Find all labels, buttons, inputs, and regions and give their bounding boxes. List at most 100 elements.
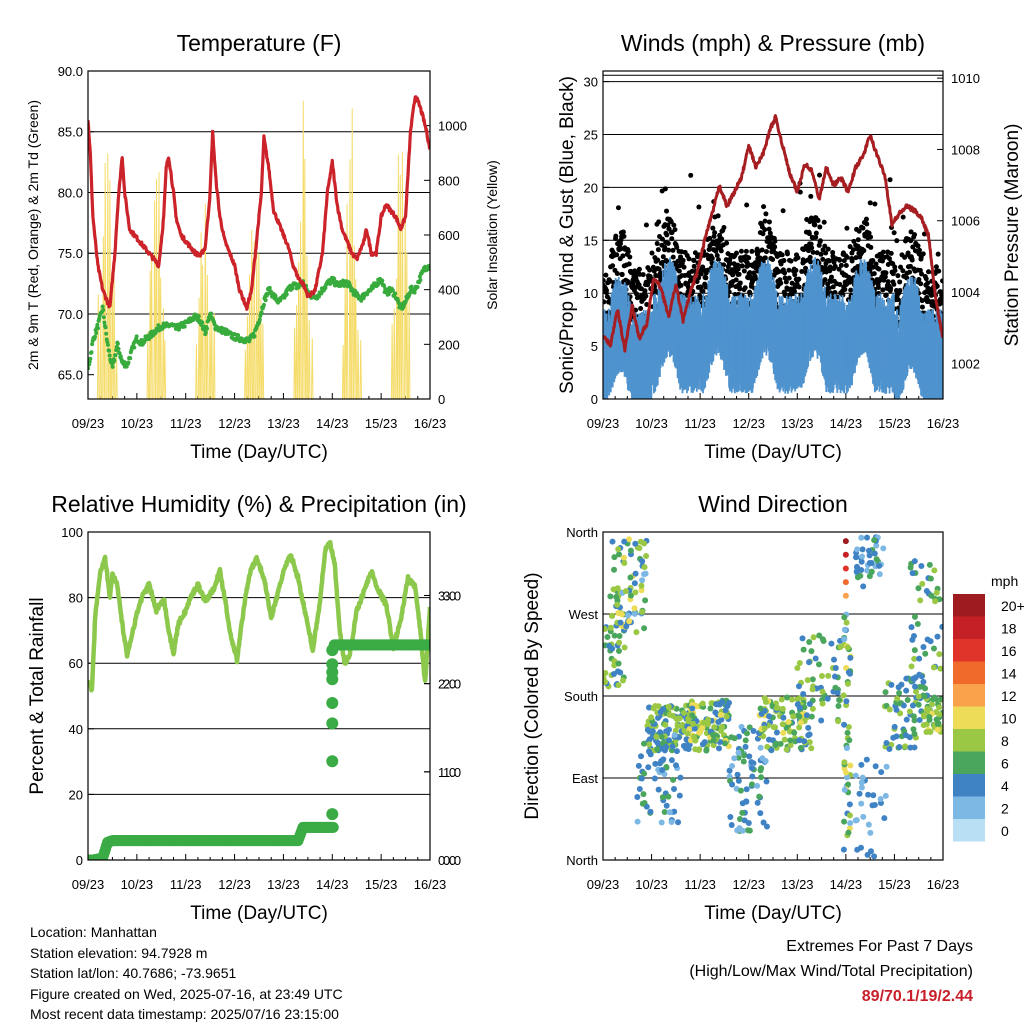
solar-insolation-spike (306, 255, 307, 399)
direction-dot (864, 535, 870, 541)
gust-dot (753, 276, 758, 281)
direction-dot (664, 803, 670, 809)
humidity-line (88, 542, 430, 690)
gust-dot (746, 255, 751, 260)
direction-dot (652, 776, 658, 782)
gust-dot (772, 239, 777, 244)
x-tick-label: 13/23 (781, 416, 814, 431)
x-tick-label: 10/23 (121, 877, 154, 892)
gust-dot (744, 202, 749, 207)
plot-area (601, 116, 946, 399)
direction-dot (660, 794, 666, 800)
gust-dot (637, 267, 642, 272)
solar-insolation-spike (202, 265, 203, 399)
direction-dot (727, 814, 733, 820)
dewpoint-dot (332, 277, 336, 281)
direction-dot (801, 647, 807, 653)
gust-dot (936, 252, 941, 257)
solar-insolation-spike (164, 340, 165, 399)
x-axis-label: Time (Day/UTC) (190, 442, 328, 463)
solar-insolation-spike (294, 328, 295, 399)
gust-dot (719, 248, 724, 253)
gust-dot (763, 219, 768, 224)
x-tick-label: 09/23 (587, 416, 620, 431)
direction-dot (614, 602, 620, 608)
gust-dot (844, 263, 849, 268)
gust-dot (788, 259, 793, 264)
gust-dot (812, 222, 817, 227)
y2-tick-label: 3.0 (443, 588, 461, 603)
y2-tick-label: 400 (438, 283, 460, 298)
dewpoint-dot (262, 303, 266, 307)
direction-dot (854, 847, 860, 853)
gust-dot (655, 241, 660, 246)
direction-dot (787, 737, 793, 743)
y-tick-label: 85.0 (58, 125, 83, 140)
gust-dot (721, 225, 726, 230)
temperature-panel: Temperature (F)Time (Day/UTC)2m & 9m T (… (25, 30, 500, 463)
x-tick-label: 16/23 (927, 877, 960, 892)
gust-dot (656, 219, 661, 224)
gust-dot (792, 289, 797, 294)
gust-dot (643, 294, 648, 299)
direction-dot (673, 762, 679, 768)
gust-dot (601, 299, 606, 304)
gust-dot (897, 288, 902, 293)
direction-dot (714, 701, 720, 707)
direction-dot (876, 563, 882, 569)
dewpoint-dot (260, 310, 264, 314)
gust-dot (897, 279, 902, 284)
x-tick-label: 16/23 (414, 877, 447, 892)
x-tick-label: 12/23 (732, 416, 765, 431)
gust-dot (644, 222, 649, 227)
gust-dot (888, 286, 893, 291)
solar-insolation-spike (344, 280, 345, 399)
gust-dot (917, 248, 922, 253)
gust-dot (649, 251, 654, 256)
direction-dot (825, 673, 831, 679)
solar-insolation-spike (304, 159, 305, 399)
gust-dot (671, 255, 676, 260)
gust-dot (761, 204, 766, 209)
direction-dot (645, 727, 651, 733)
direction-dot (857, 791, 863, 797)
direction-dot (728, 734, 734, 740)
direction-dot (622, 644, 628, 650)
direction-dot (779, 696, 785, 702)
chart-title: Winds (mph) & Pressure (mb) (621, 30, 925, 56)
y-tick-label: 5 (591, 339, 598, 354)
x-axis-label: Time (Day/UTC) (190, 903, 328, 924)
direction-dot (888, 682, 894, 688)
direction-dot (670, 777, 676, 783)
gust-dot (688, 173, 693, 178)
direction-dot (751, 728, 757, 734)
gust-dot (664, 232, 669, 237)
direction-dot (759, 711, 765, 717)
direction-dot (743, 799, 749, 805)
gust-dot (666, 241, 671, 246)
direction-dot (841, 636, 847, 642)
wind-pressure-panel: Winds (mph) & Pressure (mb)Time (Day/UTC… (557, 30, 1023, 463)
gust-dot (907, 270, 912, 275)
gust-dot (916, 277, 921, 282)
dewpoint-dot (200, 320, 204, 324)
gust-dot (681, 258, 686, 263)
direction-dot (641, 571, 647, 577)
direction-dot (618, 620, 624, 626)
direction-dot (654, 740, 660, 746)
direction-dot (795, 696, 801, 702)
direction-dot (666, 727, 672, 733)
solar-insolation-spike (251, 230, 252, 399)
gust-dot (679, 283, 684, 288)
direction-dot (729, 822, 735, 828)
dewpoint-dot (88, 357, 92, 361)
direction-dot (871, 537, 877, 543)
direction-dot (893, 707, 899, 713)
gust-dot (764, 249, 769, 254)
gust-dot (703, 275, 708, 280)
gust-dot (621, 234, 626, 239)
gust-dot (743, 285, 748, 290)
direction-dot (878, 796, 884, 802)
direction-dot (611, 567, 617, 573)
direction-dot (700, 701, 706, 707)
